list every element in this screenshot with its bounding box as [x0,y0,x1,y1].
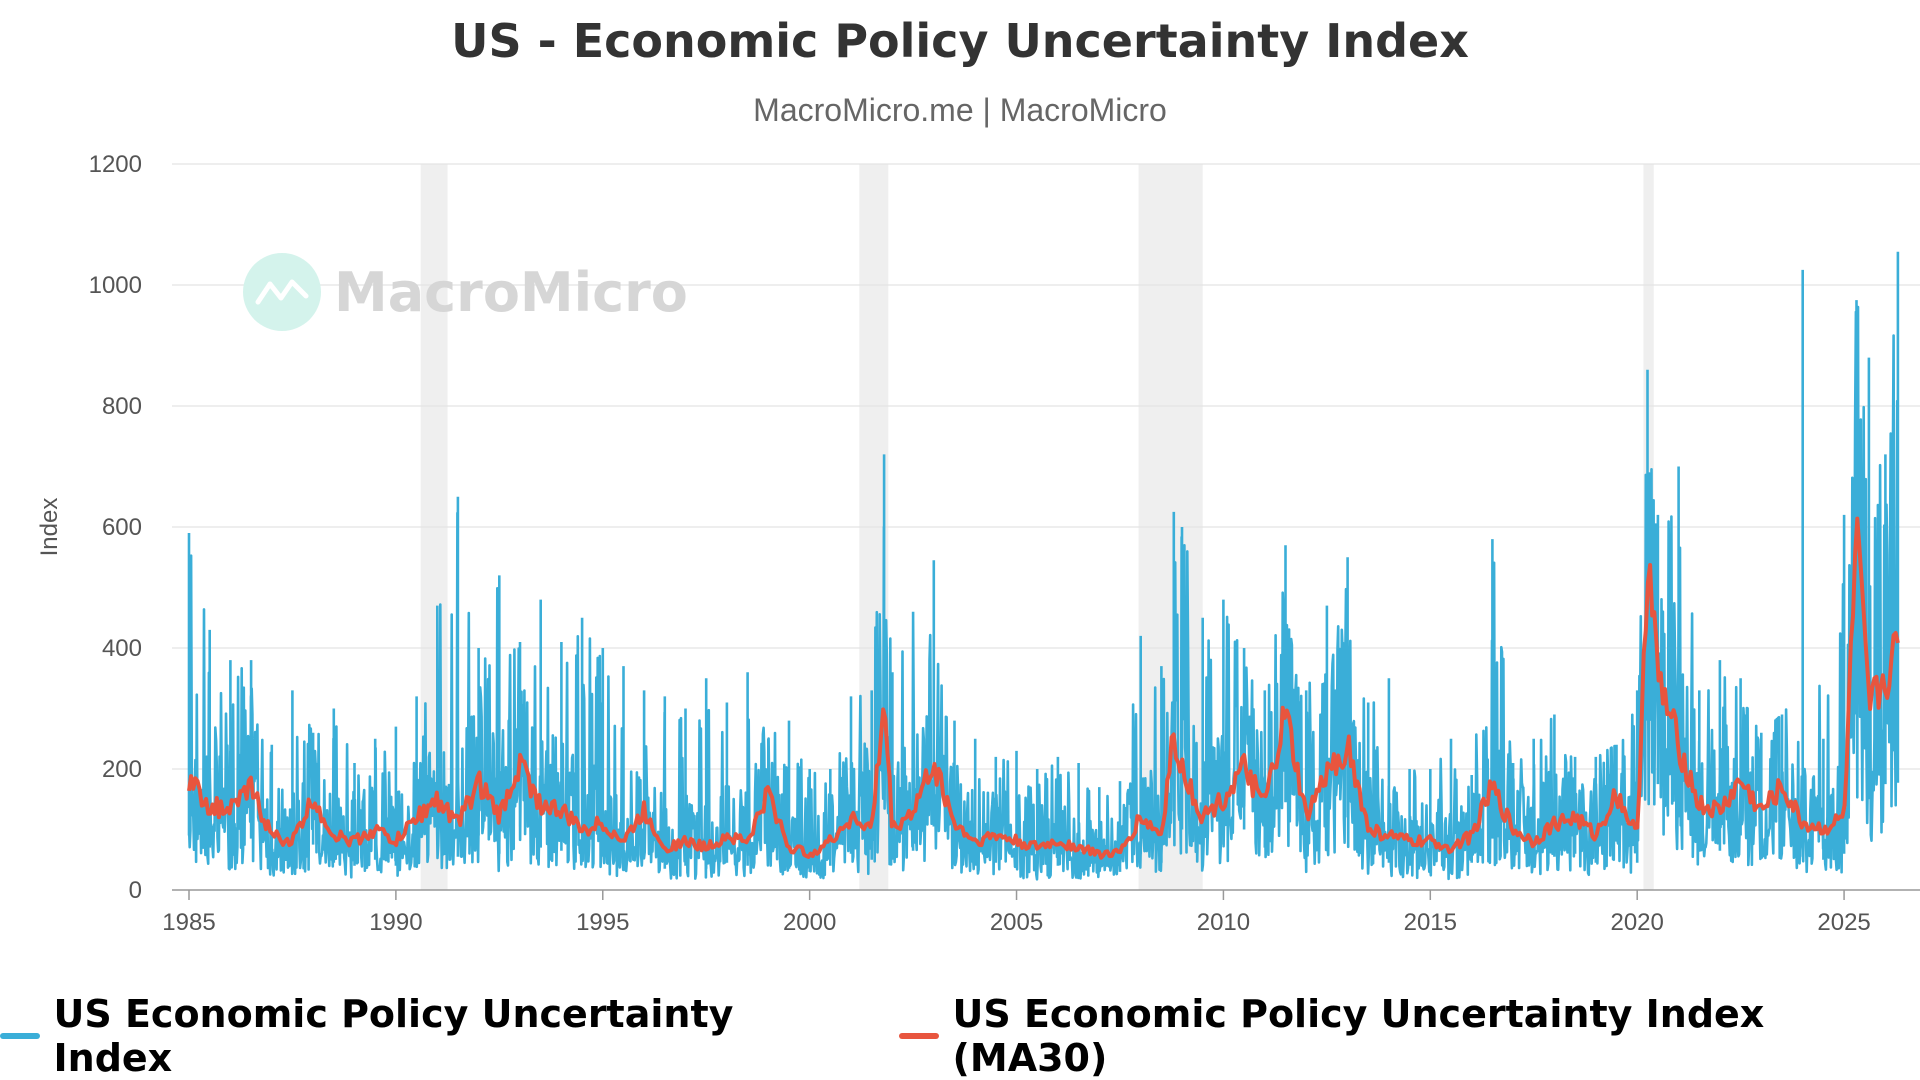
legend-item-epu[interactable]: US Economic Policy Uncertainty Index [0,992,855,1080]
x-tick-label: 2000 [783,909,836,936]
y-tick-label: 800 [102,393,142,420]
watermark: MacroMicro [243,253,688,331]
x-tick-label: 2005 [990,909,1043,936]
series-line-epu-ma30 [187,516,1900,860]
watermark-text: MacroMicro [334,261,688,324]
legend: US Economic Policy Uncertainty Index US … [0,992,1920,1080]
legend-label-epu: US Economic Policy Uncertainty Index [53,992,734,1080]
legend-swatch-epu [0,1033,40,1039]
legend-label-epu-ma30: US Economic Policy Uncertainty Index (MA… [952,992,1765,1080]
y-tick-label: 1200 [89,151,142,178]
watermark-logo-icon [243,253,321,331]
y-tick-label: 600 [102,514,142,541]
legend-swatch-epu-ma30 [899,1033,939,1039]
y-axis-title: Index [36,498,63,557]
x-tick-label: 2025 [1817,909,1870,936]
x-tick-label: 1995 [576,909,629,936]
x-tick-label: 2015 [1404,909,1457,936]
chart-title: US - Economic Policy Uncertainty Index [451,14,1469,68]
y-tick-label: 200 [102,756,142,783]
series-lines [187,251,1900,881]
x-tick-label: 1990 [369,909,422,936]
y-tick-label: 0 [129,877,142,904]
y-tick-label: 1000 [89,272,142,299]
chart-subtitle: MacroMicro.me | MacroMicro [753,92,1167,128]
y-tick-label: 400 [102,635,142,662]
legend-item-epu-ma30[interactable]: US Economic Policy Uncertainty Index (MA… [899,992,1920,1080]
axes: 0 200 400 600 800 1000 1200 1985 1990 1995 2000 200… [89,151,1871,936]
watermark-logo-mark [255,279,309,305]
x-tick-label: 1985 [162,909,215,936]
x-tick-label: 2010 [1197,909,1250,936]
x-tick-label: 2020 [1610,909,1663,936]
